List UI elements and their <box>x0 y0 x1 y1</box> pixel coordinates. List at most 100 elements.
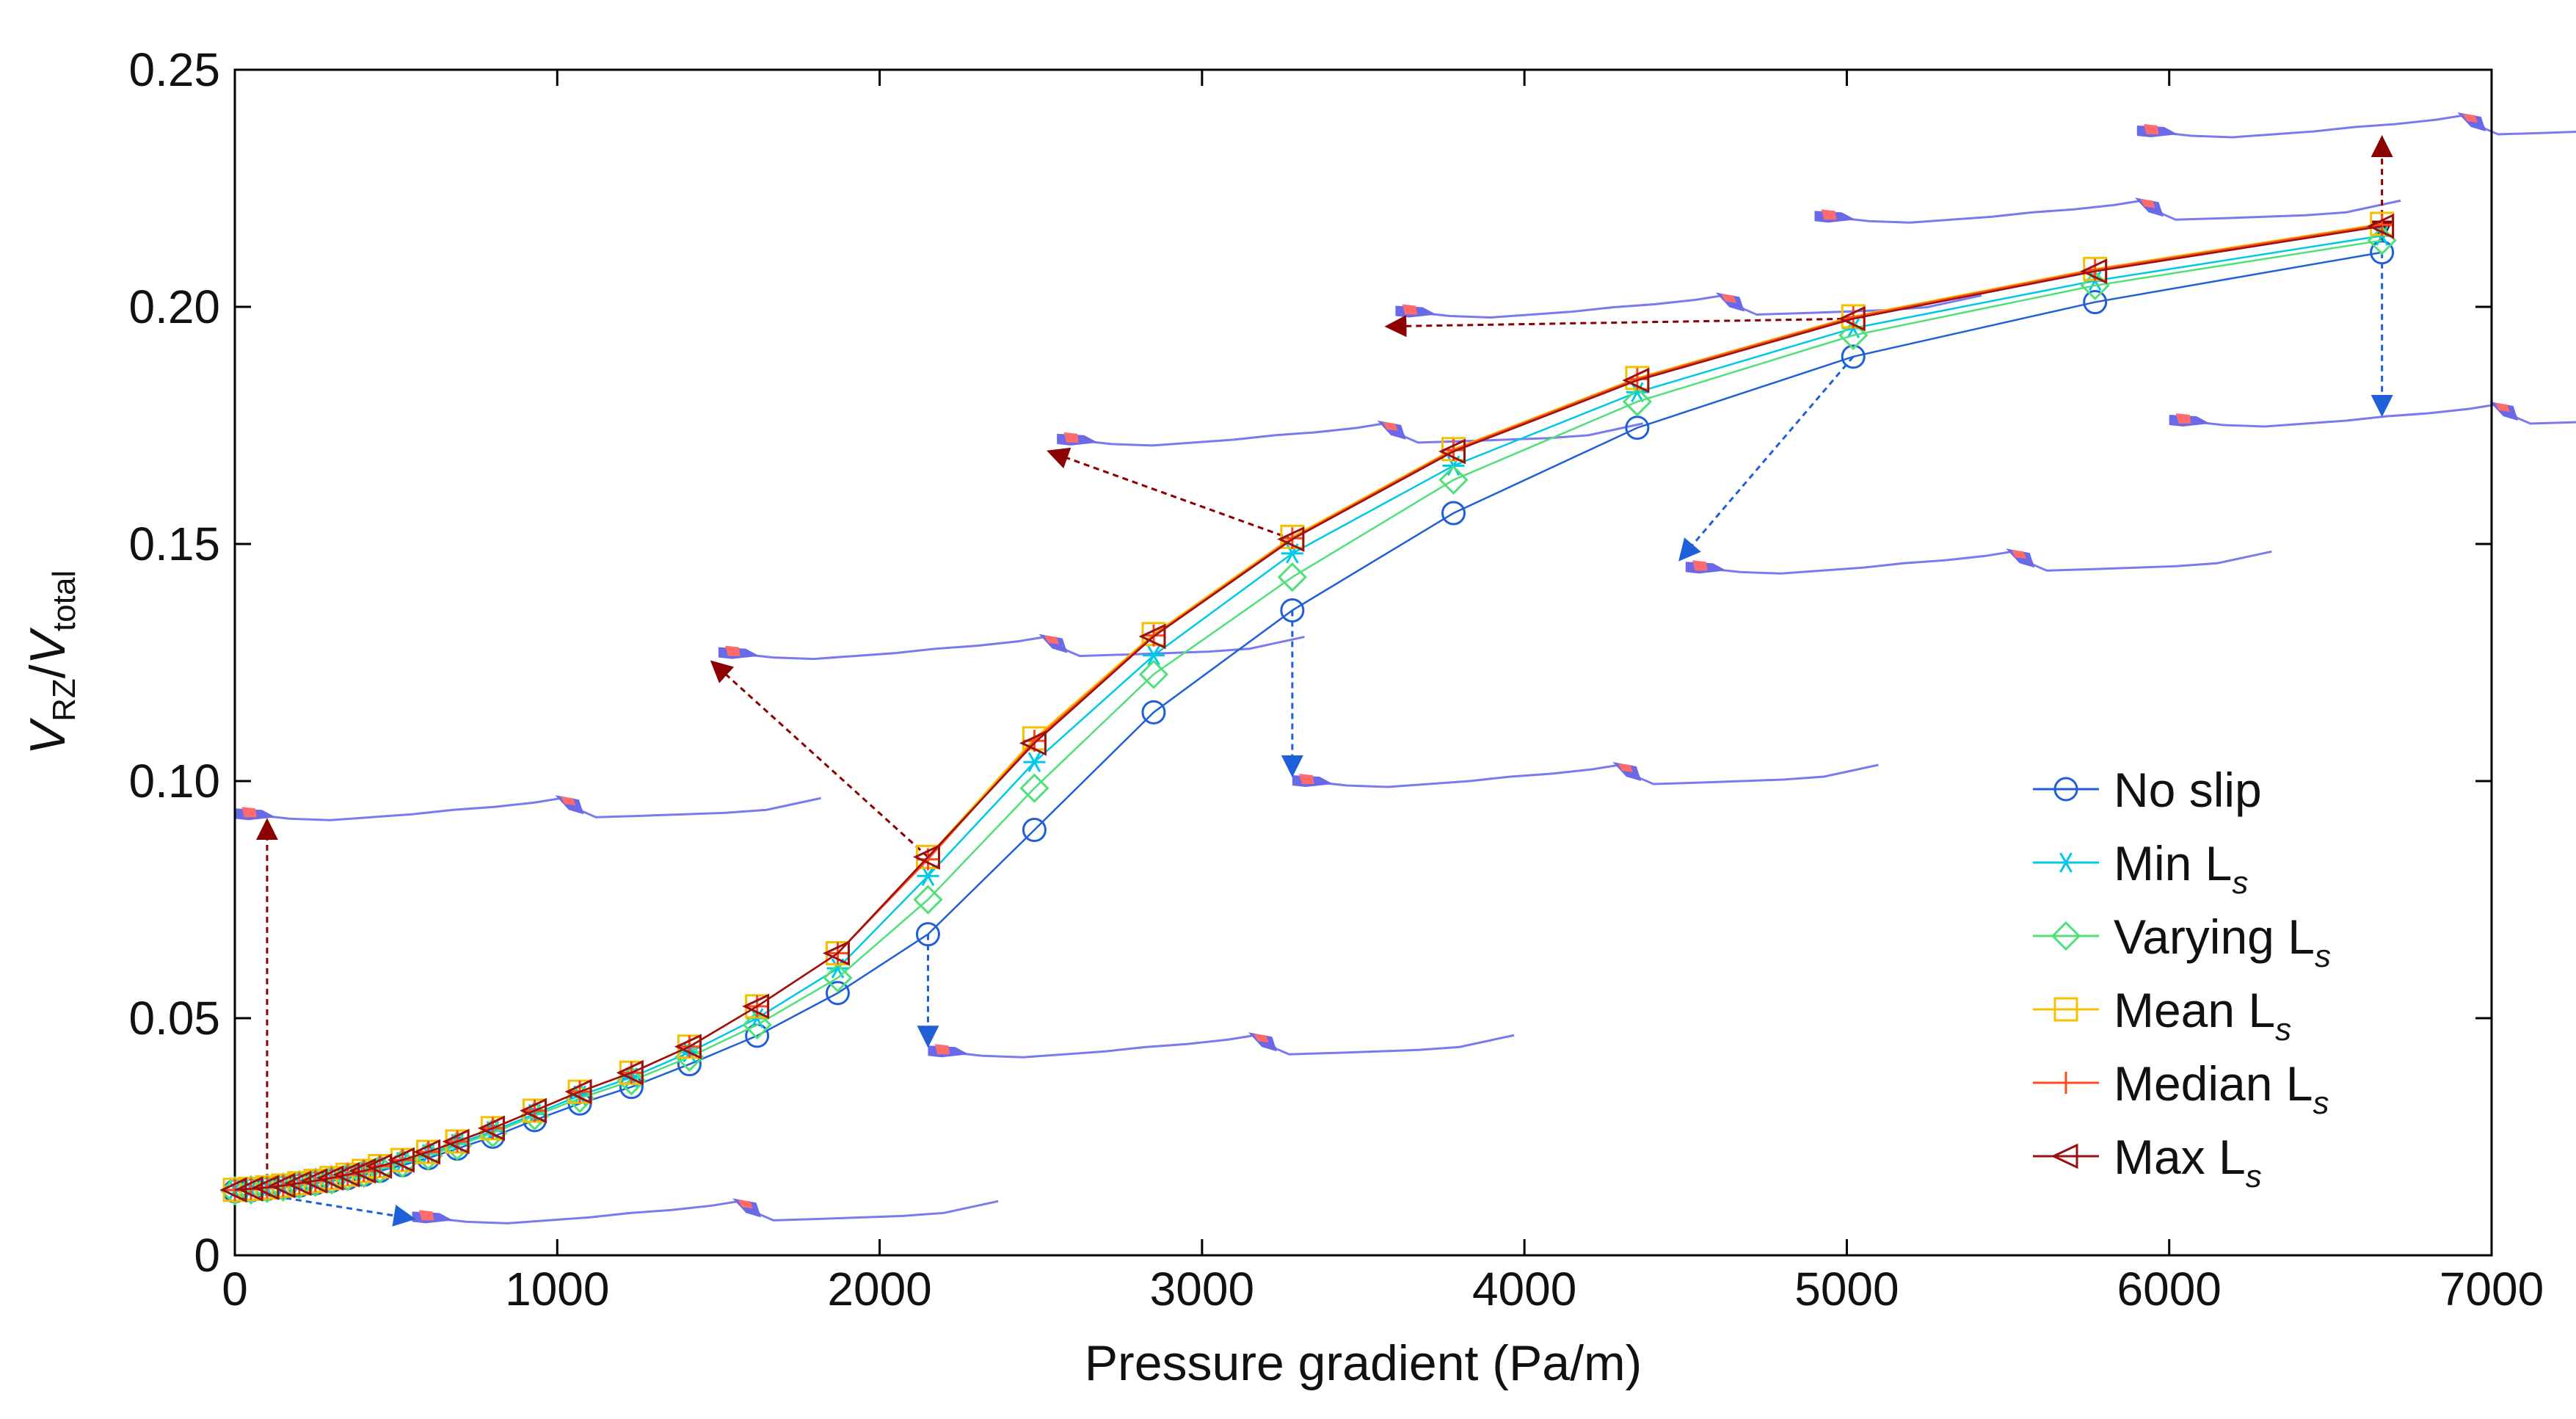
fracture-profile <box>234 796 821 821</box>
legend-label: Min Ls <box>2114 836 2248 901</box>
data-point <box>1138 623 1166 650</box>
annotation-arrow <box>1678 355 1855 562</box>
legend: No slip Min Ls Varying Ls Mean Ls Median L sM… <box>2033 763 2331 1194</box>
y-tick-label: 0.25 <box>128 43 220 96</box>
recirculation-zone-step <box>560 796 576 806</box>
data-point <box>917 865 939 886</box>
recirculation-zone <box>1692 560 1708 571</box>
data-point <box>1019 730 1047 756</box>
legend-label-main: Max L <box>2114 1130 2246 1184</box>
data-point <box>520 1097 547 1124</box>
star-arm <box>1147 645 1160 666</box>
data-point <box>1625 415 1650 440</box>
data-point <box>2051 921 2081 951</box>
data-point <box>1277 526 1305 552</box>
annotation-arrow <box>234 1188 416 1227</box>
series-line <box>234 224 2382 1191</box>
recirculation-zone <box>1402 304 1418 315</box>
fracture-blob-step <box>1038 634 1068 653</box>
data-point <box>1441 501 1466 526</box>
fracture-inset <box>1395 292 1982 319</box>
fracture-profile <box>412 1200 999 1224</box>
data-point <box>1023 752 1046 772</box>
fracture-inset <box>718 634 1305 661</box>
fracture-blob-step <box>1715 292 1744 312</box>
data-point <box>1277 562 1307 592</box>
fracture-blob-step <box>2489 402 2519 421</box>
fracture-profile <box>928 1034 1515 1059</box>
y-tick-label: 0.20 <box>128 280 220 333</box>
recirculation-zone-step <box>2140 199 2155 208</box>
data-point <box>1142 645 1165 666</box>
fracture-inset <box>1814 197 2401 224</box>
recirculation-zone-step <box>2495 403 2510 413</box>
data-point <box>2053 777 2078 802</box>
legend-label-main: Median L <box>2114 1056 2313 1111</box>
x-tick-label: 1000 <box>505 1263 609 1315</box>
fracture-inset <box>234 795 821 821</box>
data-point <box>477 1115 505 1142</box>
data-point <box>912 844 940 870</box>
data-point <box>387 1147 415 1173</box>
legend-label: Varying Ls <box>2114 910 2331 974</box>
data-point <box>2080 258 2108 284</box>
legend-label-main: Varying L <box>2114 910 2315 964</box>
legend-item: Min Ls <box>2033 836 2248 901</box>
annotation-arrow <box>1384 315 1854 338</box>
data-point <box>913 885 943 915</box>
legend-label: No slip <box>2114 763 2262 817</box>
data-point <box>915 922 940 947</box>
series-no-slip <box>222 240 2395 1204</box>
data-point <box>674 1042 705 1073</box>
data-point <box>1622 367 1650 393</box>
series-line <box>234 239 2382 1192</box>
data-point <box>1022 818 1047 843</box>
fracture-inset-layer <box>234 112 2576 1224</box>
data-point <box>742 993 770 1020</box>
fracture-inset <box>1292 762 1879 788</box>
fracture-blob-step <box>732 1198 762 1218</box>
recirculation-zone-step <box>1721 294 1736 303</box>
y-tick-label: 0.15 <box>128 518 220 570</box>
recirculation-zone <box>2176 413 2191 424</box>
star-arm <box>1631 382 1644 403</box>
legend-item: Mean Ls <box>2033 983 2291 1048</box>
data-point <box>1838 320 1869 350</box>
x-tick-label: 2000 <box>827 1263 931 1315</box>
data-point <box>252 1175 280 1200</box>
data-point <box>1438 438 1466 465</box>
data-point <box>365 1153 393 1179</box>
fracture-blob-step <box>2134 197 2164 217</box>
series-line <box>234 222 2382 1191</box>
recirculation-zone-step <box>2011 550 2027 559</box>
data-point <box>349 1158 376 1184</box>
recirculation-zone <box>418 1210 434 1221</box>
annotation-arrow <box>1047 447 1293 540</box>
data-point <box>2083 290 2108 315</box>
y-axis-title-sub: RZ <box>46 678 82 722</box>
data-point <box>1622 387 1653 417</box>
fracture-blob-step <box>1248 1032 1277 1052</box>
recirculation-zone-step <box>1254 1034 1269 1043</box>
series-varying-ls <box>219 225 2397 1206</box>
series-line <box>234 251 2382 1193</box>
x-tick-label: 7000 <box>2439 1263 2544 1315</box>
recirculation-zone-step <box>738 1200 753 1209</box>
recirculation-zone-step <box>1044 635 1060 645</box>
legend-label-sub: s <box>2246 1158 2262 1194</box>
legend-item: No slip <box>2033 763 2262 817</box>
data-point <box>2053 997 2078 1022</box>
legend-label: Mean Ls <box>2114 983 2291 1048</box>
fracture-inset <box>1685 548 2272 575</box>
series-layer <box>219 211 2397 1206</box>
fracture-inset <box>2169 402 2576 428</box>
x-tick-label: 3000 <box>1150 1263 1254 1315</box>
legend-item: Varying Ls <box>2033 910 2331 974</box>
recirculation-zone-step <box>1383 421 1398 431</box>
fracture-inset <box>928 1032 1515 1059</box>
x-tick-label: 5000 <box>1794 1263 1899 1315</box>
fracture-blob-step <box>1612 762 1642 781</box>
x-tick-label: 4000 <box>1472 1263 1576 1315</box>
data-point <box>822 940 850 966</box>
data-point <box>2051 1143 2078 1169</box>
